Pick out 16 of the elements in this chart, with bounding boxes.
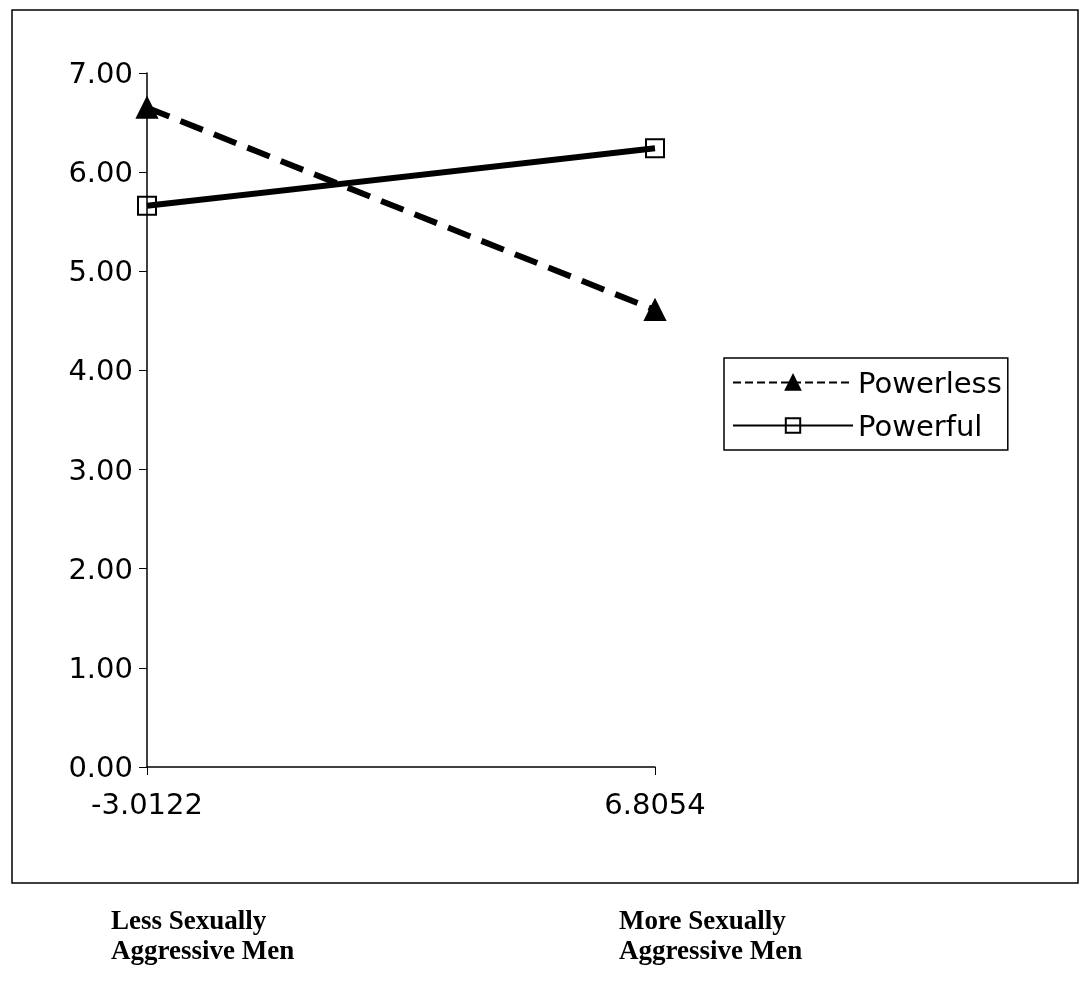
point (645, 138, 665, 159)
x-tick-label: 6.8054 (604, 786, 706, 821)
x-tick-label: -3.0122 (91, 786, 203, 821)
y-tick-label: 4.00 (68, 353, 133, 388)
y-tick-label: 2.00 (68, 551, 133, 586)
y-tick-label: 5.00 (68, 254, 133, 289)
point (137, 195, 157, 216)
legend-label: Powerful (858, 408, 983, 443)
text: Less Sexually Aggressive Men (111, 905, 295, 965)
y-tick-label: 1.00 (68, 650, 133, 685)
y-tick-label: 7.00 (68, 56, 133, 90)
y-tick-label: 0.00 (68, 750, 133, 784)
legend-label: Powerless (858, 365, 1002, 400)
y-tick-label: 3.00 (68, 452, 133, 487)
text: More Sexually Aggressive Men (619, 905, 803, 965)
y-tick-label: 6.00 (68, 155, 133, 190)
